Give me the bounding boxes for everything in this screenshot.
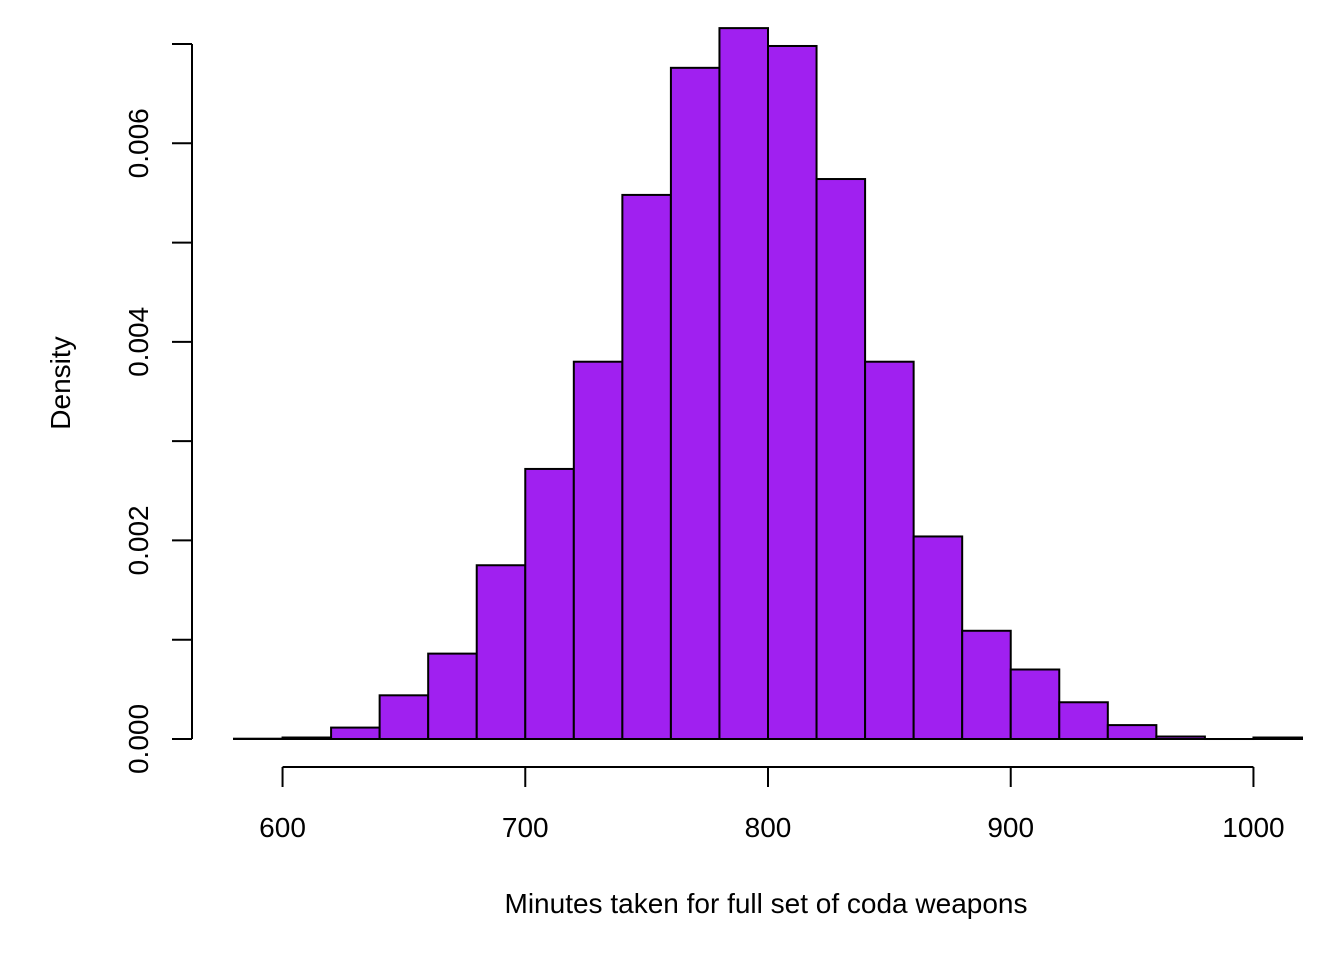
y-axis-title: Density xyxy=(45,336,76,429)
histogram-bar xyxy=(864,360,915,740)
histogram-bar xyxy=(767,44,818,740)
bars-layer xyxy=(233,27,1304,741)
x-tick-label: 800 xyxy=(745,812,792,843)
histogram-bar xyxy=(815,178,867,740)
histogram-bar xyxy=(572,360,624,740)
y-tick-label: 0.006 xyxy=(123,108,154,178)
x-tick-label: 600 xyxy=(259,812,306,843)
histogram-bar xyxy=(621,193,672,740)
y-tick-label: 0.000 xyxy=(123,704,154,774)
y-tick-label: 0.002 xyxy=(123,505,154,575)
x-axis: 600 700 800 900 1000 xyxy=(259,766,1285,843)
histogram-bar xyxy=(718,27,769,741)
histogram-bar xyxy=(475,564,527,740)
histogram-bar xyxy=(961,629,1012,740)
histogram-bar xyxy=(912,535,964,741)
x-tick-label: 700 xyxy=(502,812,549,843)
histogram-bar xyxy=(524,467,575,740)
y-tick-label: 0.004 xyxy=(123,307,154,377)
histogram-bar xyxy=(1106,724,1158,740)
histogram-bar xyxy=(1155,735,1206,741)
histogram-bar xyxy=(1252,736,1304,741)
histogram-bar xyxy=(1058,701,1109,740)
histogram-bar xyxy=(1009,668,1061,740)
histogram-bar xyxy=(669,66,721,741)
x-tick-label: 1000 xyxy=(1222,812,1284,843)
y-axis: 0.000 0.002 0.004 0.006 xyxy=(123,43,193,774)
histogram-bar xyxy=(281,736,333,741)
histogram-bar xyxy=(378,694,430,740)
x-tick-label: 900 xyxy=(987,812,1034,843)
x-axis-title: Minutes taken for full set of coda weapo… xyxy=(505,888,1028,919)
histogram-bar xyxy=(427,652,478,740)
histogram-bar xyxy=(330,726,381,741)
